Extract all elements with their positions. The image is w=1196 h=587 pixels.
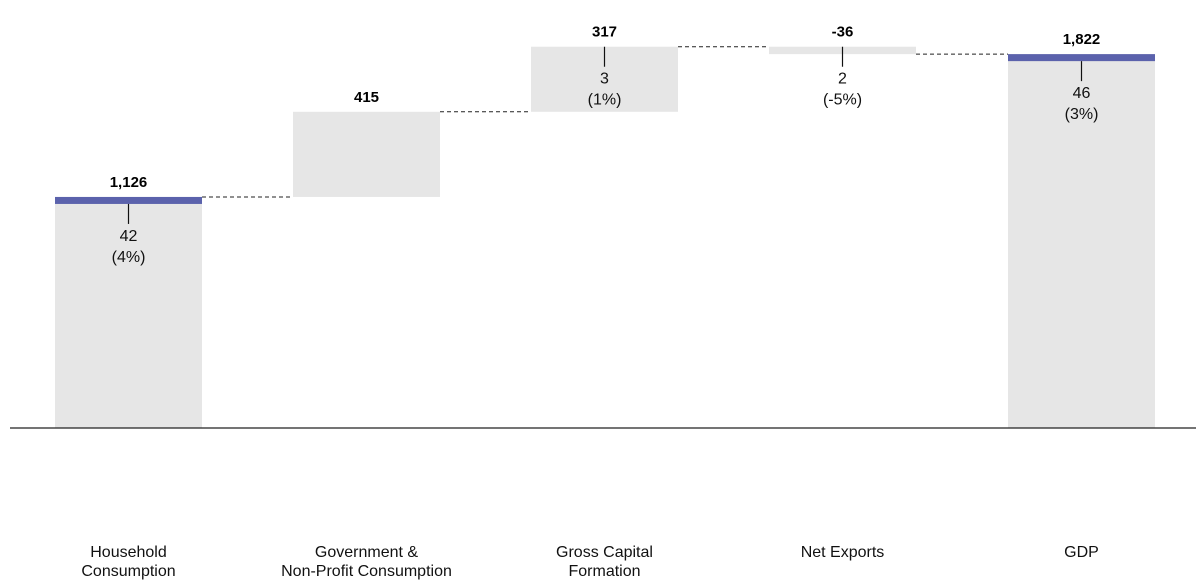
bars xyxy=(55,46,1155,428)
bar-4 xyxy=(1008,54,1155,428)
category-label-4-0: GDP xyxy=(1064,544,1099,561)
value-label-1: 415 xyxy=(354,89,379,106)
value-label-2: 317 xyxy=(592,24,617,41)
category-label-2-0: Gross Capital xyxy=(556,544,653,561)
delta-pct-2: (1%) xyxy=(588,92,622,109)
delta-pct-0: (4%) xyxy=(112,249,146,266)
delta-pct-3: (-5%) xyxy=(823,92,862,109)
category-label-2-1: Formation xyxy=(568,563,640,580)
category-label-0-0: Household xyxy=(90,544,167,561)
total-marker-4 xyxy=(1008,54,1155,62)
delta-value-3: 2 xyxy=(838,71,847,88)
labels: 1,126 42 (4%) 415 317 3 (1%) -36 2 (-5%) 1,822 46 (3… xyxy=(110,24,1101,266)
category-label-1-0: Government & xyxy=(315,544,418,561)
category-label-1-1: Non-Profit Consumption xyxy=(281,563,452,580)
total-marker-0 xyxy=(55,196,202,204)
value-label-4: 1,822 xyxy=(1063,31,1101,48)
bar-1 xyxy=(293,111,440,197)
delta-value-2: 3 xyxy=(600,71,609,88)
category-label-0-1: Consumption xyxy=(81,563,175,580)
category-labels: Household Consumption Government & Non-Prof… xyxy=(81,544,1098,580)
bar-0 xyxy=(55,196,202,428)
delta-value-4: 46 xyxy=(1073,85,1091,102)
category-label-3-0: Net Exports xyxy=(801,544,885,561)
connector-lines xyxy=(202,46,1008,198)
delta-value-0: 42 xyxy=(120,228,138,245)
value-label-3: -36 xyxy=(832,24,854,41)
delta-pct-4: (3%) xyxy=(1065,106,1099,123)
value-label-0: 1,126 xyxy=(110,174,148,191)
